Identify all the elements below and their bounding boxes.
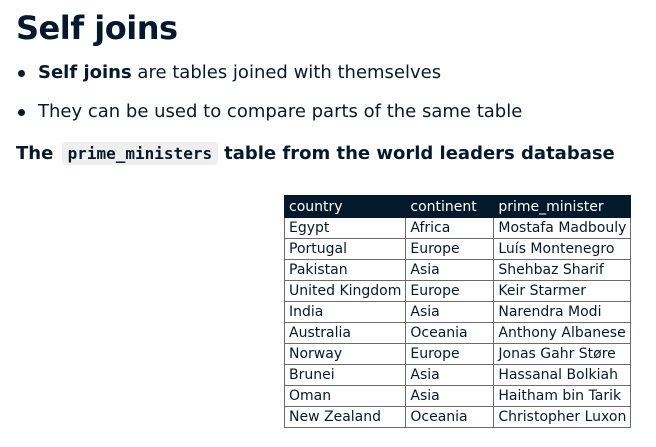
table-row: Brunei Asia Hassanal Bolkiah (283, 364, 632, 386)
table-name-code: prime_ministers (61, 142, 219, 165)
header-country: country (283, 195, 407, 218)
cell-country: Portugal (283, 238, 407, 260)
cell-prime-minister: Haitham bin Tarik (493, 385, 632, 407)
bullet-item: They can be used to compare parts of the… (16, 99, 522, 125)
table-row: United Kingdom Europe Keir Starmer (283, 280, 632, 302)
table-row: India Asia Narendra Modi (283, 301, 632, 323)
cell-country: New Zealand (283, 406, 407, 428)
cell-prime-minister: Christopher Luxon (493, 406, 632, 428)
cell-continent: Africa (405, 217, 495, 239)
table-row: Egypt Africa Mostafa Madbouly (283, 217, 632, 239)
cell-country: Brunei (283, 364, 407, 386)
cell-prime-minister: Narendra Modi (493, 301, 632, 323)
bullet-dot-icon (18, 109, 25, 116)
bullet-text: are tables joined with themselves (131, 62, 442, 83)
cell-continent: Asia (405, 364, 495, 386)
cell-continent: Europe (405, 343, 495, 365)
cell-country: Egypt (283, 217, 407, 239)
bullet-text: They can be used to compare parts of the… (38, 101, 523, 122)
prime-ministers-table: country continent prime_minister Egypt Af… (283, 195, 632, 428)
caption-prefix: The (16, 143, 54, 164)
cell-prime-minister: Luís Montenegro (493, 238, 632, 260)
table-header-row: country continent prime_minister (283, 195, 632, 218)
cell-prime-minister: Shehbaz Sharif (493, 259, 632, 281)
table-caption: The prime_ministers table from the world … (16, 141, 615, 167)
cell-continent: Oceania (405, 322, 495, 344)
cell-country: United Kingdom (283, 280, 407, 302)
table-body: Egypt Africa Mostafa Madbouly Portugal Europ… (283, 217, 632, 428)
bullet-list: Self joins are tables joined with themse… (16, 60, 522, 138)
cell-country: Australia (283, 322, 407, 344)
cell-country: Oman (283, 385, 407, 407)
table-row: Norway Europe Jonas Gahr Støre (283, 343, 632, 365)
cell-continent: Asia (405, 385, 495, 407)
table-row: Portugal Europe Luís Montenegro (283, 238, 632, 260)
cell-country: Pakistan (283, 259, 407, 281)
cell-prime-minister: Keir Starmer (493, 280, 632, 302)
cell-continent: Asia (405, 301, 495, 323)
cell-prime-minister: Anthony Albanese (493, 322, 632, 344)
header-continent: continent (405, 195, 495, 218)
table-row: New Zealand Oceania Christopher Luxon (283, 406, 632, 428)
caption-suffix: table from the world leaders database (224, 143, 615, 164)
header-prime-minister: prime_minister (493, 195, 632, 218)
cell-continent: Oceania (405, 406, 495, 428)
cell-continent: Europe (405, 238, 495, 260)
cell-prime-minister: Hassanal Bolkiah (493, 364, 632, 386)
cell-prime-minister: Jonas Gahr Støre (493, 343, 632, 365)
bullet-item: Self joins are tables joined with themse… (16, 60, 522, 86)
table-row: Pakistan Asia Shehbaz Sharif (283, 259, 632, 281)
slide-title: Self joins (16, 9, 178, 47)
cell-continent: Asia (405, 259, 495, 281)
cell-prime-minister: Mostafa Madbouly (493, 217, 632, 239)
table-row: Australia Oceania Anthony Albanese (283, 322, 632, 344)
cell-continent: Europe (405, 280, 495, 302)
table-row: Oman Asia Haitham bin Tarik (283, 385, 632, 407)
cell-country: Norway (283, 343, 407, 365)
bullet-dot-icon (18, 70, 25, 77)
cell-country: India (283, 301, 407, 323)
bullet-bold-text: Self joins (38, 62, 132, 83)
